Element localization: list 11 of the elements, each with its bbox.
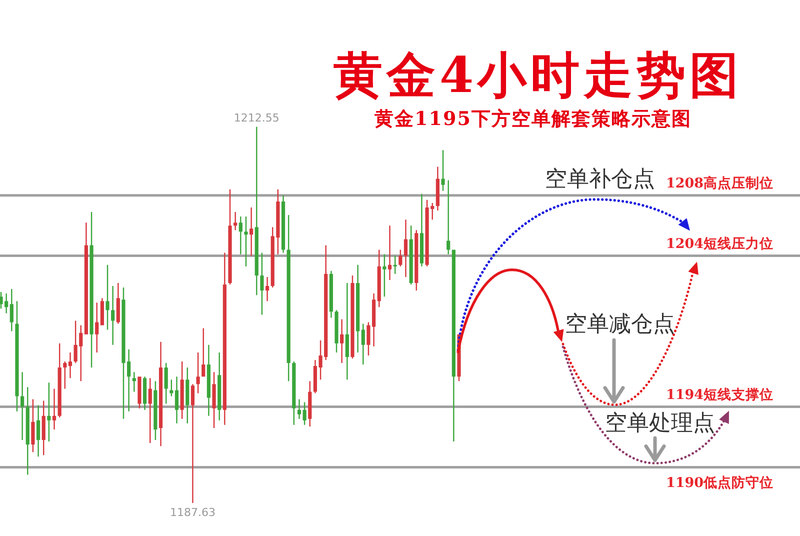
annotation: 空单减仓点: [565, 312, 675, 337]
chart-subtitle: 黄金1195下方空单解套策略示意图: [374, 108, 692, 130]
annotation: 空单补仓点: [545, 167, 655, 192]
ref-line-label: 1204短线压力位: [666, 236, 774, 252]
annotation: 1212.55: [234, 112, 280, 125]
annotation: 空单处理点: [605, 411, 715, 436]
ref-line-label: 1208高点压制位: [666, 175, 774, 192]
ref-line-label: 1194短线支撑位: [666, 386, 774, 403]
annotation: 1187.63: [170, 506, 216, 519]
ref-line-label: 1190低点防守位: [666, 475, 774, 492]
chart-title: 黄金4小时走势图: [333, 46, 743, 104]
